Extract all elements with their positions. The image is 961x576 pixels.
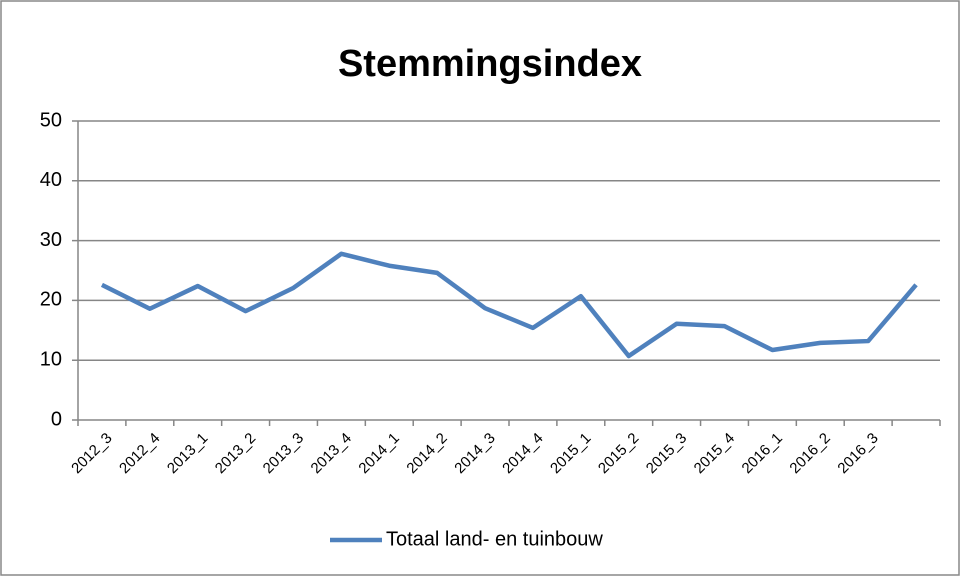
chart-title: Stemmingsindex — [338, 43, 642, 85]
y-tick-label: 40 — [40, 169, 62, 191]
series-line — [100, 251, 918, 359]
y-tick-label: 50 — [40, 109, 62, 131]
y-tick-label: 30 — [40, 229, 62, 251]
y-tick-label: 0 — [51, 408, 62, 430]
y-tick-label: 10 — [40, 348, 62, 370]
y-tick-label: 20 — [40, 289, 62, 311]
legend-label: Totaal land- en tuinbouw — [386, 528, 603, 550]
